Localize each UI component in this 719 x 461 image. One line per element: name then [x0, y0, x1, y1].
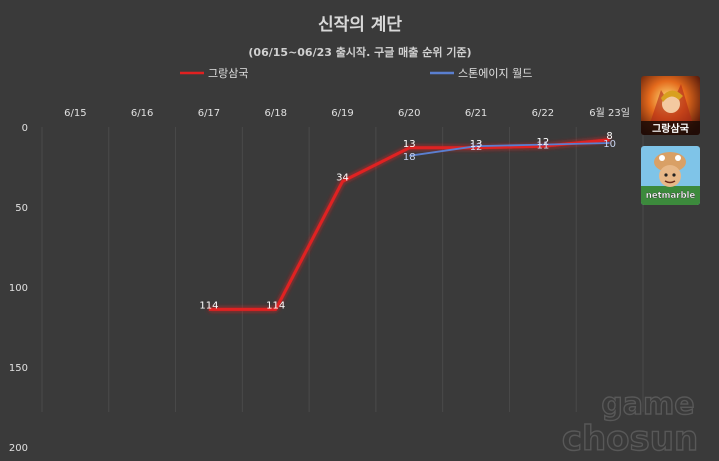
x-axis: 6/15 6/16 6/17 6/18 6/19 6/20 6/21 6/22 6월 23일: [64, 107, 630, 119]
data-label: 13: [403, 139, 416, 150]
x-tick-label: 6/17: [198, 108, 220, 119]
x-tick-label: 6월 23일: [589, 107, 630, 119]
svg-text:netmarble: netmarble: [646, 191, 696, 201]
series-line: [208, 138, 610, 311]
data-label: 12: [536, 137, 549, 148]
series-lines: [208, 138, 610, 311]
data-label: 18: [403, 152, 416, 163]
legend-label: 스톤에이지 월드: [458, 67, 532, 80]
x-tick-label: 6/19: [331, 108, 353, 119]
data-label: 114: [199, 300, 218, 311]
x-tick-label: 6/20: [398, 108, 420, 119]
y-tick-label: 200: [9, 443, 28, 454]
x-tick-label: 6/21: [465, 108, 487, 119]
series-line: [409, 142, 610, 157]
y-tick-label: 50: [15, 203, 28, 214]
grid: [41, 127, 644, 412]
x-tick-label: 6/16: [131, 108, 153, 119]
x-tick-label: 6/15: [64, 108, 86, 119]
data-label: 34: [336, 172, 349, 183]
y-axis: 0 50 100 150 200: [9, 123, 28, 454]
data-label: 13: [470, 139, 483, 150]
data-label: 12: [470, 142, 483, 153]
granggsamguk-logo: 그랑삼국: [641, 76, 700, 135]
legend: 그랑삼국 스톤에이지 월드: [180, 67, 532, 80]
y-tick-label: 100: [9, 283, 28, 294]
data-label: 11: [536, 141, 549, 152]
chart-subtitle: (06/15~06/23 출시작. 구글 매출 순위 기준): [248, 45, 471, 59]
x-tick-label: 6/22: [532, 108, 554, 119]
watermark-line1: game: [601, 387, 694, 422]
data-label: 10: [603, 139, 616, 150]
data-label: 114: [266, 300, 285, 311]
stoneage-world-logo: netmarble: [641, 146, 700, 205]
watermark: game chosun: [561, 386, 699, 456]
watermark-line2: chosun: [562, 419, 698, 456]
data-label: 8: [606, 131, 612, 142]
svg-text:그랑삼국: 그랑삼국: [652, 122, 689, 135]
legend-label: 그랑삼국: [208, 67, 248, 80]
y-tick-label: 150: [9, 363, 28, 374]
y-tick-label: 0: [22, 123, 28, 134]
x-tick-label: 6/18: [264, 108, 286, 119]
chart-title: 신작의 계단: [318, 15, 402, 35]
